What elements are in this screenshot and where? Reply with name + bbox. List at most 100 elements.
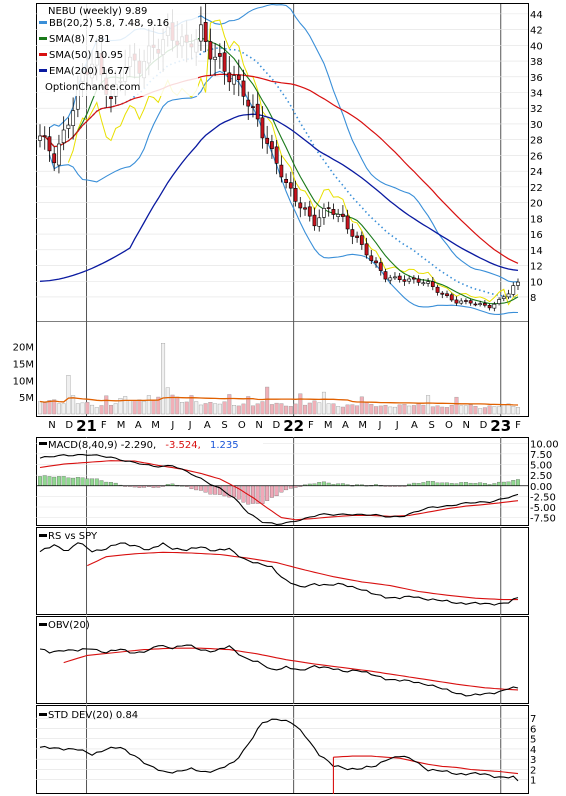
volume-bar [364,402,369,415]
volume-bar [340,406,345,415]
legend-swatch-bb [39,21,47,24]
macd-histogram-bar [56,476,61,486]
volume-bar [497,406,502,415]
volume-bar [189,395,194,415]
volume-bar [250,405,255,415]
volume-bar [161,343,166,415]
month-label: M [151,420,160,431]
volume-bar [482,407,487,415]
candle-body [222,52,227,72]
month-label: A [204,420,211,431]
candle-body [378,262,383,271]
macd-signal-value: -3.524, [165,440,200,451]
candle-body [322,208,326,218]
price-tick-label: 24 [530,167,543,178]
price-tick-label: 28 [530,136,543,147]
macd-histogram-bar [274,485,279,497]
macd-series [36,454,528,526]
legend-label-sma50: SMA(50) 10.95 [49,50,123,61]
rs-panel-frame [36,527,529,615]
ema200-line [39,113,519,282]
legend-label-ema200: EMA(200) 16.77 [49,66,129,77]
volume-bar [487,405,492,415]
volume-average-line [39,396,519,406]
macd-histogram-bar [326,482,331,486]
legend-swatch-sma50 [39,53,47,56]
month-label: J [395,420,399,431]
macd-histogram-bar [511,480,516,486]
macd-histogram-bar [198,485,203,491]
macd-title-value: MACD(8,40,9) -2.290, [48,440,156,451]
volume-bar [142,401,147,415]
macd-histogram-bar [208,485,213,495]
macd-histogram-bar [189,485,194,490]
candle-body [516,281,520,286]
candle-body [478,303,483,305]
month-label: 21 [76,417,97,435]
month-label: A [411,420,418,431]
volume-bar [383,404,388,415]
volume-bar [511,406,516,415]
volume-bar [321,391,326,415]
volume-bar [47,400,52,415]
price-tick-label: 42 [530,26,543,37]
candle-body [345,215,350,230]
std-tick-label: 6 [530,724,536,735]
volume-bar [350,404,355,415]
std-average-line [333,755,519,775]
volume-bar [203,403,208,415]
std-series [39,718,519,794]
price-tick-label: 26 [530,151,543,162]
volume-bar [288,406,293,415]
volume-bar [369,403,374,415]
volume-bar [336,406,341,415]
obv-title-swatch [39,623,47,626]
candle-body [411,277,416,280]
volume-bar [421,404,426,415]
candle-body [426,281,430,284]
volume-bar [241,403,246,415]
candle-body [303,207,307,210]
rs-title: RS vs SPY [48,531,98,542]
macd-histogram-bar [194,485,199,491]
legend-swatch-ema200 [39,69,47,72]
volume-bar [388,406,393,415]
volume-bar [90,404,95,415]
volume-bar [501,404,506,415]
bb-middle-line [48,46,518,298]
price-tick-label: 8 [530,293,536,304]
price-tick-label: 18 [530,214,543,225]
candle-body [109,96,113,99]
volume-bar [430,406,435,415]
candle-body [511,285,516,295]
candle-body [492,303,497,309]
macd-histogram-bar [99,480,104,486]
candle-body [506,293,511,298]
volume-bar [38,401,43,415]
macd-histogram-bar [241,485,246,503]
price-tick-label: 34 [530,89,543,100]
candle-body [71,110,76,126]
macd-panel-frame [36,437,529,526]
volume-bar [269,404,274,415]
volume-bar [468,404,473,415]
month-label: N [48,420,55,431]
macd-histogram-bar [94,478,99,486]
candle-body [246,99,251,107]
macd-histogram-bar [430,481,435,486]
macd-tick-label: -5.00 [530,503,556,514]
candle-body [42,135,47,138]
candle-body [61,129,66,143]
price-tick-label: 12 [530,262,543,273]
obv-title: OBV(20) [48,620,90,631]
volume-bar [426,395,431,415]
macd-tick-label: 7.50 [530,450,552,461]
volume-bar [473,406,478,415]
candle-body [270,141,274,150]
std-line [39,718,519,782]
candle-body [203,22,208,42]
month-label: M [117,420,126,431]
macd-histogram-bar [66,477,71,486]
std-title-swatch [39,713,47,716]
volume-bar [217,403,222,415]
